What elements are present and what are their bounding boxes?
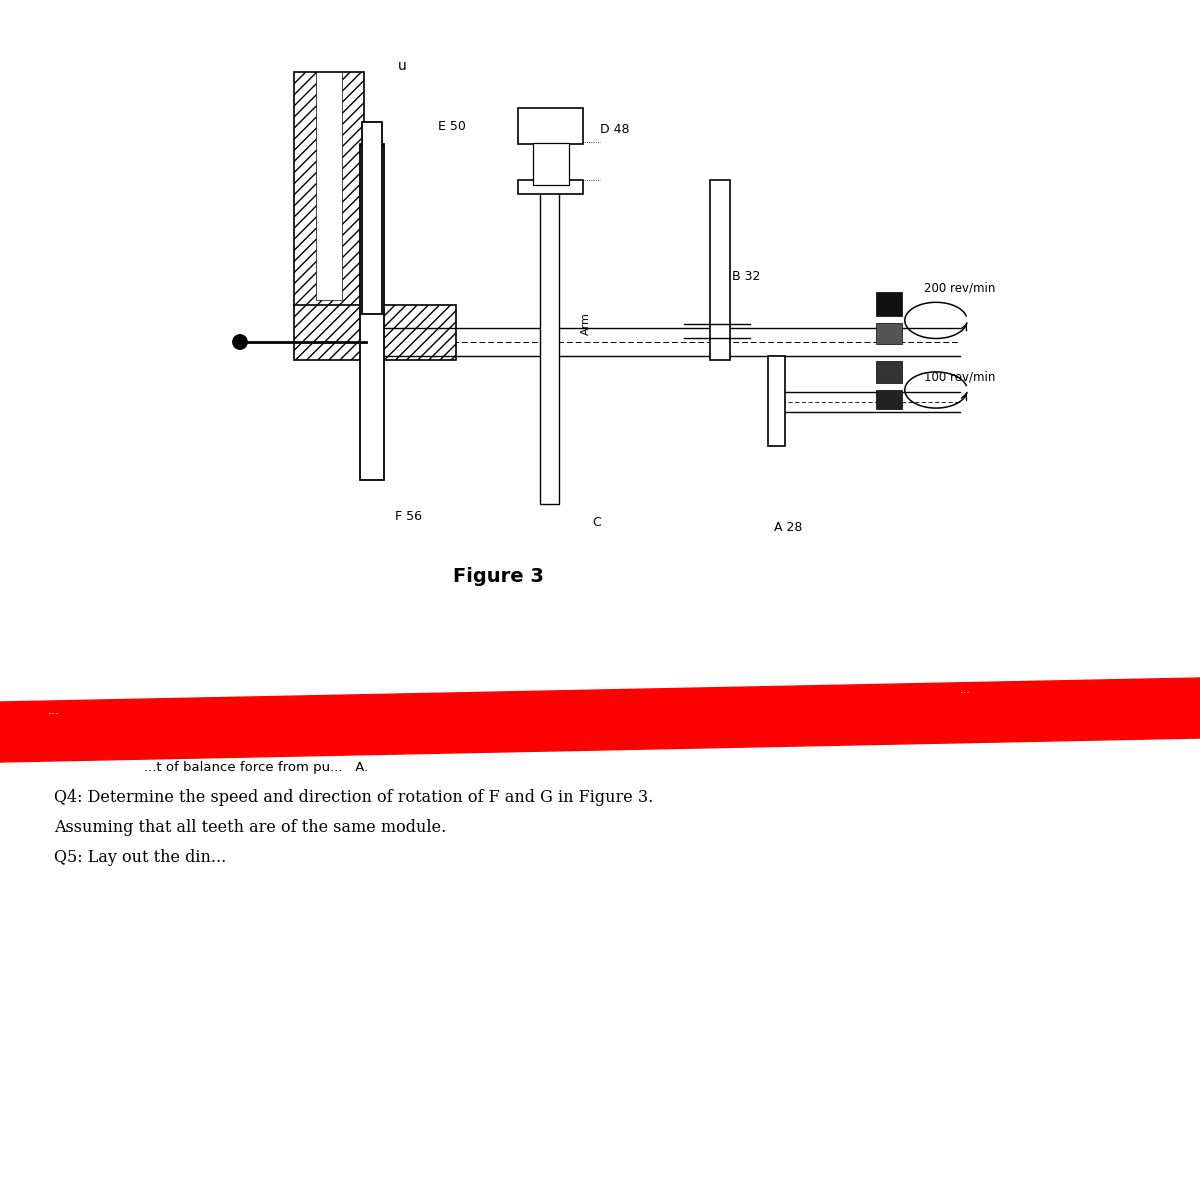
Bar bbox=[540, 144, 559, 504]
Bar bbox=[876, 361, 902, 383]
Bar bbox=[876, 323, 902, 344]
Bar bbox=[362, 122, 382, 314]
Circle shape bbox=[233, 335, 247, 349]
Bar bbox=[518, 108, 583, 144]
Text: A 28: A 28 bbox=[774, 522, 803, 534]
Text: Q4: Determine the speed and direction of rotation of F and G in Figure 3.: Q4: Determine the speed and direction of… bbox=[54, 790, 653, 806]
Polygon shape bbox=[0, 678, 1200, 762]
Bar bbox=[518, 180, 583, 194]
Text: Q5: Lay out the din...: Q5: Lay out the din... bbox=[54, 850, 227, 866]
Text: 200 rev/min: 200 rev/min bbox=[924, 282, 995, 294]
Bar bbox=[768, 356, 785, 446]
Text: D 48: D 48 bbox=[600, 124, 630, 136]
Bar bbox=[360, 144, 384, 480]
Text: B 32: B 32 bbox=[732, 270, 761, 282]
Text: 100 rev/min: 100 rev/min bbox=[924, 371, 995, 383]
Bar bbox=[876, 292, 902, 316]
Bar bbox=[876, 390, 902, 409]
Text: ...: ... bbox=[960, 685, 971, 695]
Text: E 50: E 50 bbox=[438, 120, 466, 132]
Text: C: C bbox=[592, 516, 601, 528]
Bar bbox=[294, 72, 364, 306]
Bar bbox=[710, 180, 730, 360]
Text: Assuming that all teeth are of the same module.: Assuming that all teeth are of the same … bbox=[54, 820, 446, 836]
Text: u: u bbox=[397, 59, 407, 73]
Bar bbox=[533, 143, 569, 185]
Bar bbox=[316, 72, 342, 300]
Text: ...: ... bbox=[48, 704, 60, 716]
Bar bbox=[294, 305, 456, 360]
Text: ...t of balance force from pu...   A.: ...t of balance force from pu... A. bbox=[144, 762, 368, 774]
Text: Figure 3: Figure 3 bbox=[452, 566, 544, 586]
Text: Arm: Arm bbox=[581, 312, 590, 336]
Text: F 56: F 56 bbox=[395, 510, 421, 522]
